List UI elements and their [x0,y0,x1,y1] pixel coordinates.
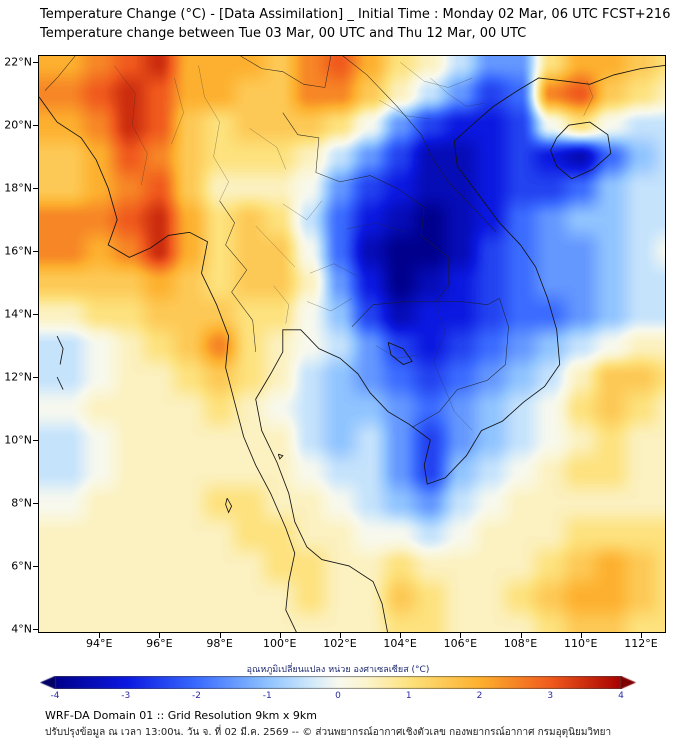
province-border-path [249,128,286,170]
province-border-path [583,81,593,116]
province-border-path [282,200,323,220]
x-axis-tick-mark [520,633,522,638]
colorbar-tick-label: 0 [335,691,341,701]
x-axis-tick-label: 100°E [263,637,297,650]
page-subtitle: Temperature change between Tue 03 Mar, 0… [40,26,527,41]
x-axis-tick-label: 110°E [563,637,598,650]
y-axis-tick-mark [33,377,38,379]
y-axis-tick-label: 16°N [4,244,32,258]
coastline-path [387,342,413,365]
province-border-path [114,65,148,186]
province-border-path [376,345,419,359]
coastline-path [56,335,64,365]
x-axis-tick-label: 96°E [146,637,173,650]
map-plot-area [38,55,666,633]
colorbar-tick-label: -2 [192,691,201,701]
y-axis-tick-mark [33,502,38,504]
province-border-path [198,65,229,201]
colorbar-tick-label: 2 [476,691,483,701]
colorbar-tick-label: -3 [121,691,131,701]
y-axis-tick-label: 20°N [4,118,32,132]
country-border-path [412,298,509,428]
x-axis-tick-mark [99,633,101,638]
coastline-borders-overlay [39,56,665,632]
footer-domain-info: WRF-DA Domain 01 :: Grid Resolution 9km … [45,709,317,722]
province-border-path [433,304,473,431]
x-axis-tick-label: 106°E [443,637,478,650]
province-border-path [430,77,485,107]
country-border-path [436,298,500,305]
colorbar-tick-label: -4 [50,691,60,701]
coastline-path [225,497,233,514]
page-title: Temperature Change (°C) - [Data Assimila… [40,7,671,22]
x-axis-tick-mark [580,633,582,638]
x-axis-tick-label: 98°E [206,637,233,650]
colorbar-title: อุณหภูมิเปลี่ยนแปลง หน่วย องศาเซลเซียส (… [246,665,430,675]
x-axis-tick-mark [159,633,161,638]
x-axis-tick-mark [219,633,221,638]
y-axis-tick-label: 4°N [11,622,32,636]
country-border-path [219,200,256,352]
y-axis-tick-mark [33,628,38,630]
colorbar-tick-label: 3 [547,691,554,701]
coastline-path [56,376,64,390]
x-axis-tick-label: 112°E [624,637,658,650]
country-border-path [351,301,437,327]
y-axis-tick-mark [33,62,38,64]
country-border-path [342,56,497,233]
province-border-path [273,285,289,324]
y-axis-tick-mark [33,565,38,567]
province-border-path [400,62,473,88]
y-axis-tick-mark [33,251,38,253]
y-axis-tick-label: 8°N [11,496,32,510]
y-axis-tick-label: 22°N [4,55,32,69]
temperature-field-canvas [39,56,665,632]
province-border-path [309,263,359,277]
footer-update-info: ปรับปรุงข้อมูล ณ เวลา 13:00น. วัน จ. ที่… [45,727,612,738]
y-axis-tick-label: 10°N [4,433,32,447]
x-axis-tick-mark [279,633,281,638]
country-border-path [240,56,332,88]
province-border-path [171,77,184,145]
y-axis-tick-label: 12°N [4,370,32,384]
y-axis-tick-label: 18°N [4,181,32,195]
x-axis-tick-mark [339,633,341,638]
country-border-path [44,56,76,91]
coastline-path [255,64,665,632]
x-axis-tick-mark [400,633,402,638]
x-axis-tick-label: 104°E [383,637,417,650]
colorbar-tick-label: -1 [262,691,272,701]
x-axis-tick-mark [460,633,462,638]
coastline-path [277,453,284,460]
coastline-path [39,96,297,632]
y-axis-tick-label: 6°N [11,559,32,573]
y-axis-tick-mark [33,125,38,127]
y-axis-tick-label: 14°N [4,307,32,321]
x-axis-tick-mark [640,633,642,638]
coastline-path [550,121,612,180]
colorbar [40,676,636,689]
y-axis-tick-mark [33,188,38,190]
x-axis-tick-label: 94°E [85,637,113,650]
province-border-path [345,222,407,233]
province-border-path [255,225,295,268]
y-axis-tick-mark [33,314,38,316]
colorbar-tick-label: 1 [405,691,412,701]
province-border-path [306,298,353,312]
x-axis-tick-label: 108°E [503,637,538,650]
x-axis-tick-label: 102°E [323,637,357,650]
country-border-path [282,112,449,302]
y-axis-tick-mark [33,440,38,441]
colorbar-tick-label: 4 [618,691,624,701]
province-border-path [379,99,431,120]
